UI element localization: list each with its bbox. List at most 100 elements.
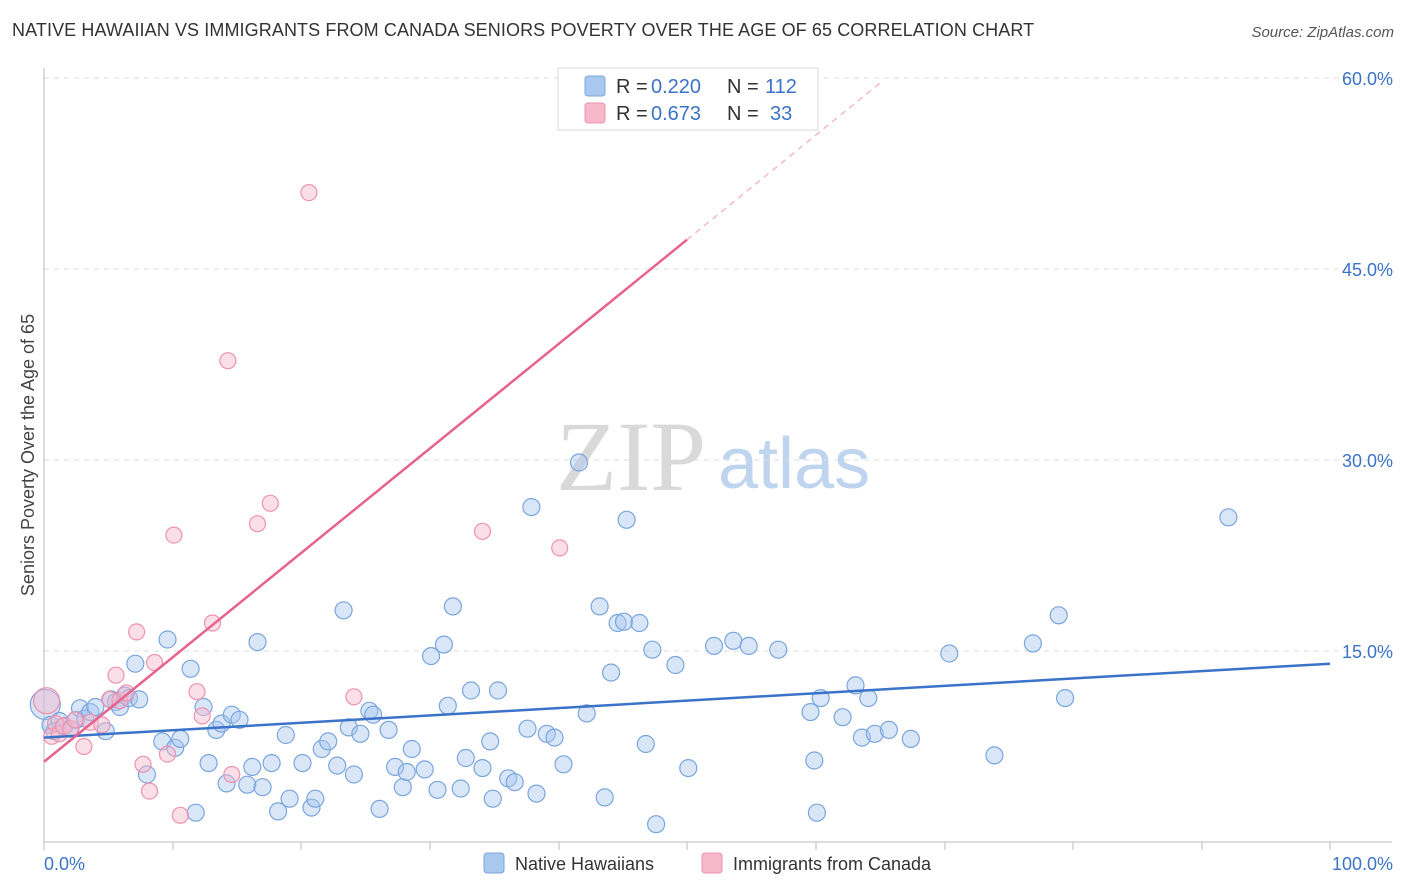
data-point-native-hawaiians <box>617 510 636 529</box>
data-point-native-hawaiians <box>280 789 299 808</box>
bottom-legend-swatch-pink <box>701 852 723 874</box>
legend-n-value-2: 33 <box>770 103 792 125</box>
data-point-native-hawaiians <box>402 739 421 759</box>
trend-lines <box>43 82 1331 763</box>
data-point-native-hawaiians <box>434 635 453 654</box>
legend-n-value-1: 112 <box>765 76 797 98</box>
data-point-native-hawaiians <box>1219 508 1238 527</box>
data-point-native-hawaiians <box>461 681 481 700</box>
data-point-native-hawaiians <box>488 681 508 700</box>
data-point-native-hawaiians <box>590 597 609 616</box>
data-point-native-hawaiians <box>253 778 272 797</box>
data-point-native-hawaiians <box>630 613 649 633</box>
data-point-immigrants-from-canada <box>248 515 267 533</box>
data-point-native-hawaiians <box>334 601 353 620</box>
data-point-native-hawaiians <box>199 753 218 773</box>
data-point-native-hawaiians <box>248 632 267 652</box>
data-point-immigrants-from-canada <box>473 522 492 540</box>
data-point-native-hawaiians <box>473 758 492 778</box>
data-point-native-hawaiians <box>238 775 257 794</box>
data-point-native-hawaiians <box>940 644 959 663</box>
data-point-native-hawaiians <box>522 498 541 517</box>
bottom-legend-label-native-hawaiians: Native Hawaiians <box>515 854 654 874</box>
data-point-immigrants-from-canada <box>219 352 237 370</box>
data-point-native-hawaiians <box>386 757 405 777</box>
data-point-native-hawaiians <box>415 760 434 779</box>
legend-swatch-blue <box>584 75 606 97</box>
data-point-native-hawaiians <box>481 732 500 751</box>
data-point-native-hawaiians <box>724 631 743 650</box>
legend-swatch-pink <box>584 102 606 124</box>
data-point-native-hawaiians <box>328 756 347 775</box>
data-point-immigrants-from-canada <box>75 737 93 756</box>
data-point-native-hawaiians <box>379 720 398 740</box>
data-point-native-hawaiians <box>879 720 899 740</box>
chart-title: NATIVE HAWAIIAN VS IMMIGRANTS FROM CANAD… <box>12 20 1035 40</box>
data-point-immigrants-from-canada <box>107 666 125 684</box>
data-point-immigrants-from-canada <box>223 765 241 784</box>
data-point-native-hawaiians <box>230 710 249 729</box>
trend-line-immigrants-from-canada <box>43 238 688 763</box>
data-point-native-hawaiians <box>608 613 627 633</box>
data-point-native-hawaiians <box>577 704 596 723</box>
trend-line-extension-immigrants-from-canada <box>686 82 881 241</box>
data-point-native-hawaiians <box>1049 606 1068 625</box>
data-point-native-hawaiians <box>181 659 200 678</box>
data-point-native-hawaiians <box>739 636 758 656</box>
data-point-native-hawaiians <box>81 702 100 722</box>
bottom-legend-swatch-blue <box>483 852 505 874</box>
data-point-native-hawaiians <box>704 636 724 656</box>
data-point-immigrants-from-canada <box>140 782 159 800</box>
y-axis-title: Seniors Poverty Over the Age of 65 <box>18 314 38 596</box>
data-point-immigrants-from-canada <box>193 707 211 725</box>
data-point-native-hawaiians <box>293 753 312 773</box>
legend-r-value-2: 0.673 <box>651 103 701 125</box>
data-point-native-hawaiians <box>527 784 546 803</box>
data-point-native-hawaiians <box>364 705 383 724</box>
data-point-native-hawaiians <box>679 758 698 778</box>
legend-r-label-1: R = <box>616 76 648 98</box>
legend-box: R = 0.220 N = 112 R = 0.673 N = 33 <box>557 67 819 131</box>
data-point-native-hawaiians <box>483 789 502 808</box>
data-point-native-hawaiians <box>306 789 325 808</box>
x-tick-label: 0.0% <box>44 854 85 874</box>
legend-r-label-2: R = <box>616 103 648 125</box>
data-point-native-hawaiians <box>807 803 827 822</box>
data-point-native-hawaiians <box>901 729 920 749</box>
data-point-native-hawaiians <box>614 612 634 631</box>
y-tick-label: 30.0% <box>1342 451 1393 471</box>
bottom-legend: Native Hawaiians Immigrants from Canada <box>483 852 932 874</box>
data-point-immigrants-from-canada <box>134 755 152 773</box>
series-native-hawaiians <box>29 453 1238 834</box>
y-tick-label: 45.0% <box>1342 260 1393 280</box>
data-point-immigrants-from-canada <box>300 184 318 202</box>
data-point-native-hawaiians <box>158 630 177 649</box>
data-point-native-hawaiians <box>859 688 878 708</box>
data-point-native-hawaiians <box>865 724 884 743</box>
data-point-native-hawaiians <box>1023 634 1043 653</box>
data-point-native-hawaiians <box>595 788 614 807</box>
legend-n-label-1: N = <box>727 76 759 98</box>
data-point-native-hawaiians <box>443 597 462 616</box>
data-point-native-hawaiians <box>126 654 145 673</box>
watermark: ZIP atlas <box>556 401 870 512</box>
data-point-native-hawaiians <box>194 697 213 717</box>
data-point-native-hawaiians <box>319 732 338 751</box>
data-point-native-hawaiians <box>601 663 621 682</box>
legend-n-label-2: N = <box>727 103 759 125</box>
data-point-native-hawaiians <box>351 724 370 743</box>
data-point-native-hawaiians <box>569 453 589 472</box>
data-point-immigrants-from-canada <box>551 539 569 557</box>
data-point-native-hawaiians <box>393 778 412 797</box>
watermark-atlas: atlas <box>718 424 870 504</box>
data-point-native-hawaiians <box>666 655 685 675</box>
data-point-native-hawaiians <box>1055 688 1075 708</box>
data-point-native-hawaiians <box>302 798 321 817</box>
data-point-native-hawaiians <box>262 753 281 773</box>
data-point-native-hawaiians <box>646 815 666 834</box>
data-point-native-hawaiians <box>769 640 788 659</box>
data-point-native-hawaiians <box>70 699 90 718</box>
data-point-native-hawaiians <box>518 719 537 738</box>
data-point-native-hawaiians <box>801 702 820 722</box>
